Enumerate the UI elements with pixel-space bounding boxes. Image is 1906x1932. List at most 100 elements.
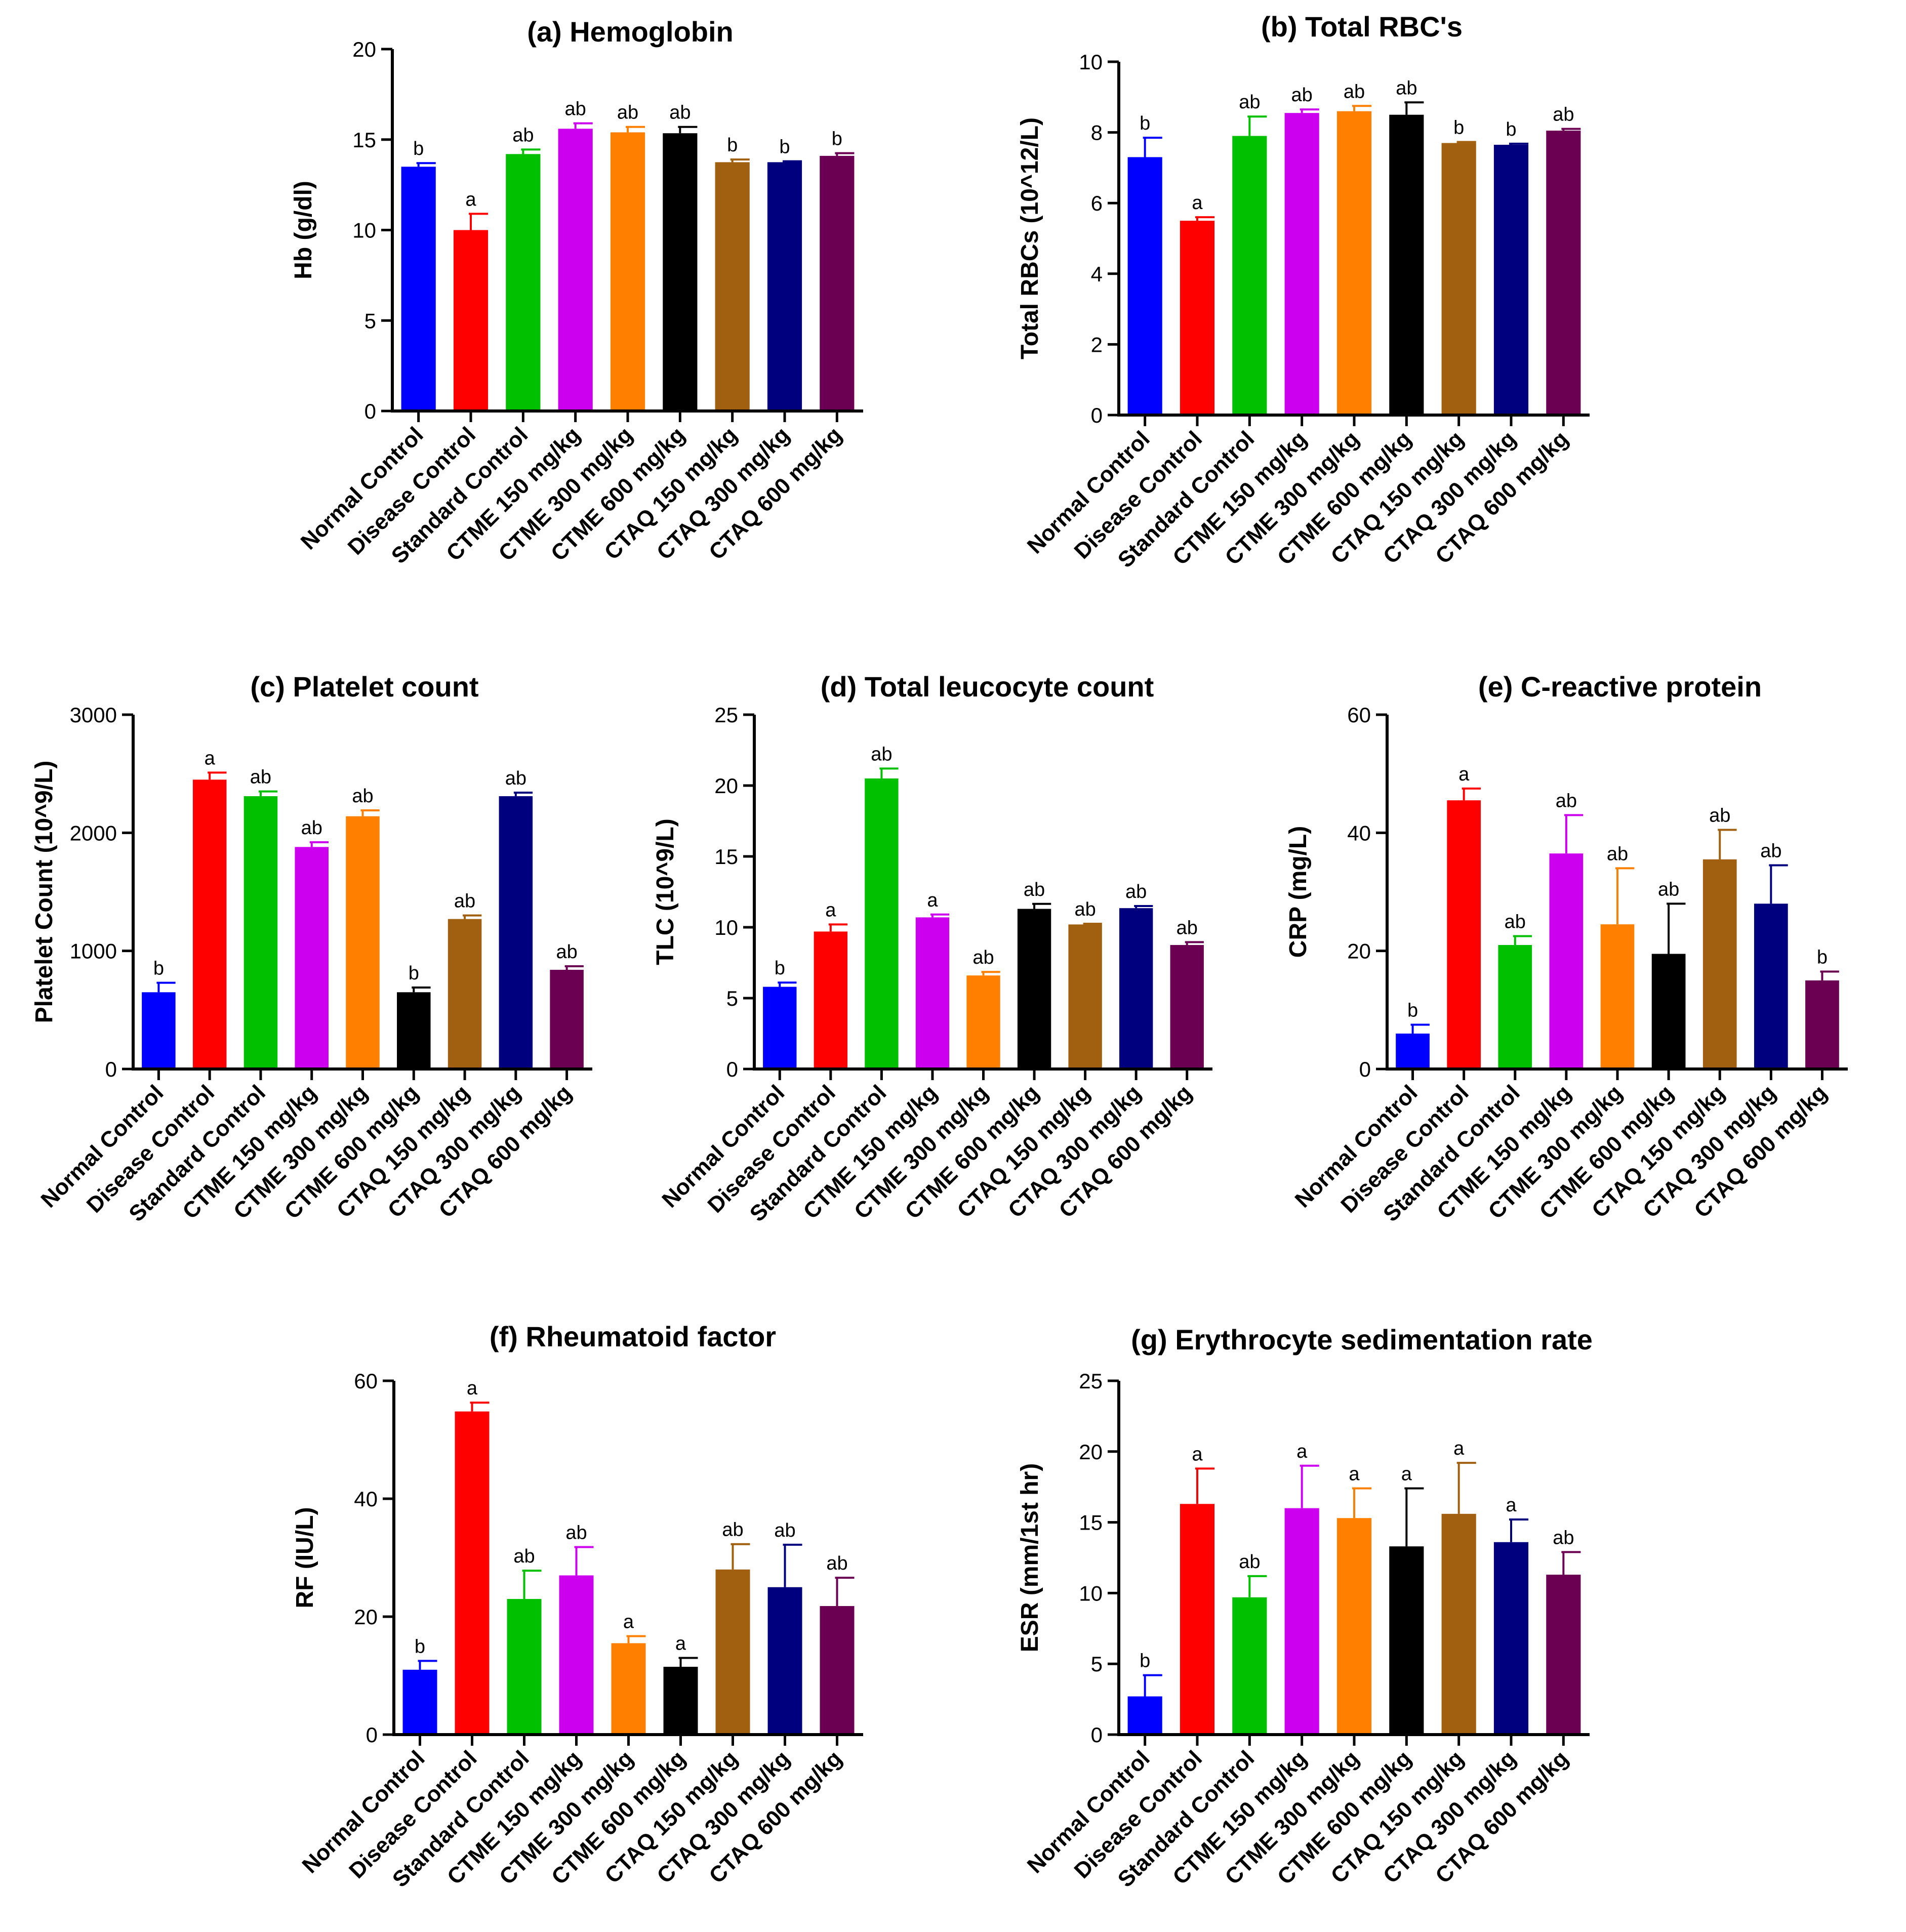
bar [402, 1669, 437, 1735]
significance-label: b [775, 958, 785, 979]
bar [1336, 111, 1372, 416]
significance-label: b [1407, 1000, 1418, 1021]
y-axis-label: RF (IU/L) [292, 1507, 318, 1609]
bar [663, 133, 698, 411]
y-axis-label: Platelet Count (10^9/L) [31, 761, 58, 1023]
bar [1651, 954, 1686, 1069]
significance-label: a [1506, 1495, 1517, 1516]
bar [1441, 143, 1476, 415]
significance-label: b [832, 129, 842, 150]
significance-label: ab [1239, 92, 1260, 113]
bar [244, 796, 278, 1069]
significance-label: a [927, 890, 938, 911]
bar [1396, 1034, 1430, 1069]
significance-label: b [779, 137, 790, 158]
bar [1127, 1696, 1162, 1735]
bar [1493, 1542, 1529, 1735]
bar [401, 167, 436, 411]
significance-label: ab [352, 786, 373, 807]
chart-title: (b) Total RBC's [1261, 11, 1463, 43]
bar [1600, 924, 1635, 1069]
bar [610, 132, 645, 411]
bar [1232, 136, 1267, 416]
y-tick-label: 20 [354, 1605, 378, 1629]
bar [295, 847, 329, 1069]
bar [1441, 1513, 1476, 1735]
bar [559, 1575, 594, 1735]
bar [814, 931, 848, 1069]
significance-label: ab [505, 768, 526, 789]
chart-g: (g) Erythrocyte sedimentation rate ESR (m… [1017, 1324, 1593, 1892]
chart-c: (c) Platelet count Platelet Count (10^9/L… [31, 671, 592, 1226]
bar [1389, 114, 1424, 415]
significance-label: ab [512, 125, 534, 146]
significance-label: ab [871, 744, 892, 765]
bar [663, 1667, 698, 1735]
bar [1336, 1518, 1372, 1735]
bar [1754, 903, 1788, 1069]
significance-label: a [205, 748, 216, 769]
chart-title: (e) C-reactive protein [1478, 671, 1762, 703]
chart-title: (g) Erythrocyte sedimentation rate [1131, 1324, 1593, 1355]
significance-label: a [467, 1378, 478, 1399]
y-axis-label: Hb (g/dl) [290, 181, 317, 279]
significance-label: ab [565, 99, 586, 120]
bar [506, 154, 541, 411]
bar [1232, 1597, 1267, 1735]
y-tick-label: 4 [1091, 262, 1103, 286]
y-tick-label: 0 [364, 399, 376, 423]
significance-label: ab [301, 817, 322, 839]
y-tick-label: 40 [354, 1487, 378, 1511]
y-tick-label: 3000 [70, 703, 117, 727]
bar [767, 1587, 802, 1735]
significance-label: ab [454, 891, 475, 912]
y-tick-label: 10 [714, 916, 738, 939]
bar [1493, 145, 1529, 415]
significance-label: ab [250, 767, 271, 788]
bar [499, 796, 533, 1069]
bar [1180, 1504, 1215, 1735]
significance-label: ab [826, 1553, 847, 1574]
y-tick-label: 6 [1091, 191, 1103, 215]
significance-label: ab [1553, 104, 1574, 126]
significance-label: a [1192, 1444, 1203, 1465]
bar [820, 1606, 855, 1735]
significance-label: a [465, 189, 476, 210]
significance-label: b [1140, 113, 1150, 134]
significance-label: a [675, 1633, 686, 1655]
bar [1017, 909, 1051, 1069]
y-tick-label: 20 [714, 774, 738, 798]
significance-label: a [1349, 1463, 1360, 1485]
y-tick-label: 5 [364, 309, 376, 333]
bar [455, 1411, 490, 1735]
significance-label: ab [556, 941, 577, 963]
significance-label: b [1453, 117, 1464, 138]
significance-label: b [727, 135, 738, 156]
significance-label: a [1296, 1441, 1308, 1462]
significance-label: ab [1396, 77, 1417, 99]
bar [1498, 945, 1532, 1069]
bar [453, 230, 489, 411]
y-tick-label: 0 [105, 1057, 117, 1081]
chart-title: (a) Hemoglobin [527, 16, 734, 48]
y-tick-label: 15 [1079, 1511, 1103, 1535]
significance-label: ab [513, 1546, 535, 1567]
significance-label: ab [1344, 81, 1365, 102]
chart-title: (d) Total leucocyte count [821, 671, 1154, 703]
significance-label: b [1506, 119, 1516, 140]
bar [1127, 157, 1162, 415]
bar [448, 919, 482, 1069]
y-tick-label: 25 [714, 703, 738, 727]
bar [1170, 945, 1204, 1069]
y-tick-label: 15 [714, 845, 738, 869]
y-tick-label: 40 [1347, 821, 1371, 845]
bar [915, 917, 950, 1069]
bar [966, 975, 1000, 1069]
significance-label: ab [1553, 1527, 1574, 1548]
bar [558, 129, 593, 412]
bar [1549, 853, 1584, 1069]
significance-label: ab [1291, 85, 1313, 106]
